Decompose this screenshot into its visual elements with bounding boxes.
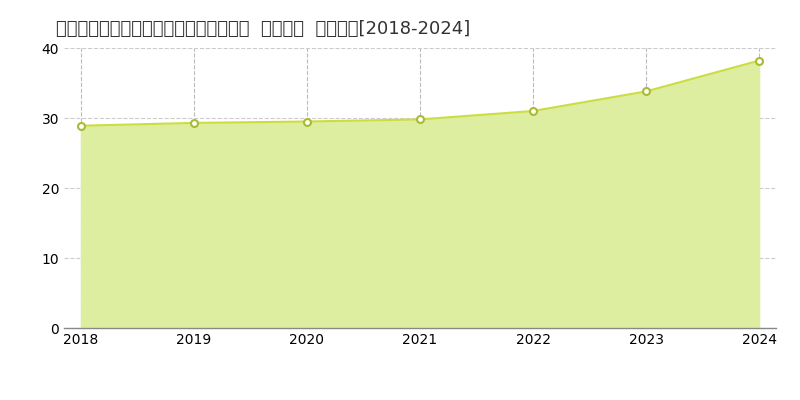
Text: 茨城県つくば市学園の森２丁目２９番３  基準地価  地価推移[2018-2024]: 茨城県つくば市学園の森２丁目２９番３ 基準地価 地価推移[2018-2024] [56, 20, 470, 38]
